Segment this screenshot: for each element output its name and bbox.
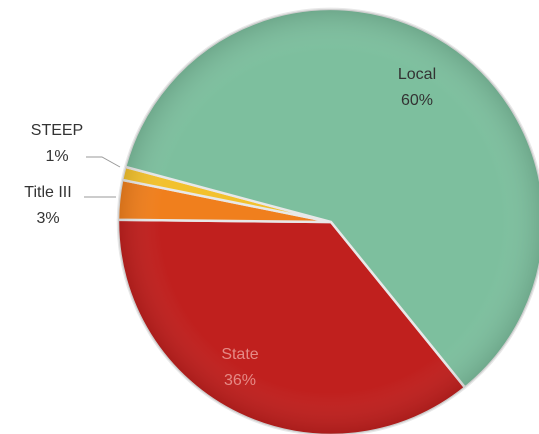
slice-label: STEEP: [31, 122, 83, 139]
slice-value-label: 1%: [45, 148, 68, 165]
slice-value-label: 60%: [401, 92, 433, 109]
slice-label: State: [221, 346, 258, 363]
slice-label: Local: [398, 66, 436, 83]
slice-value-label: 3%: [36, 210, 59, 227]
leader-line: [86, 156, 121, 168]
slice-label: Title III: [24, 184, 71, 201]
slice-value-label: 36%: [224, 372, 256, 389]
